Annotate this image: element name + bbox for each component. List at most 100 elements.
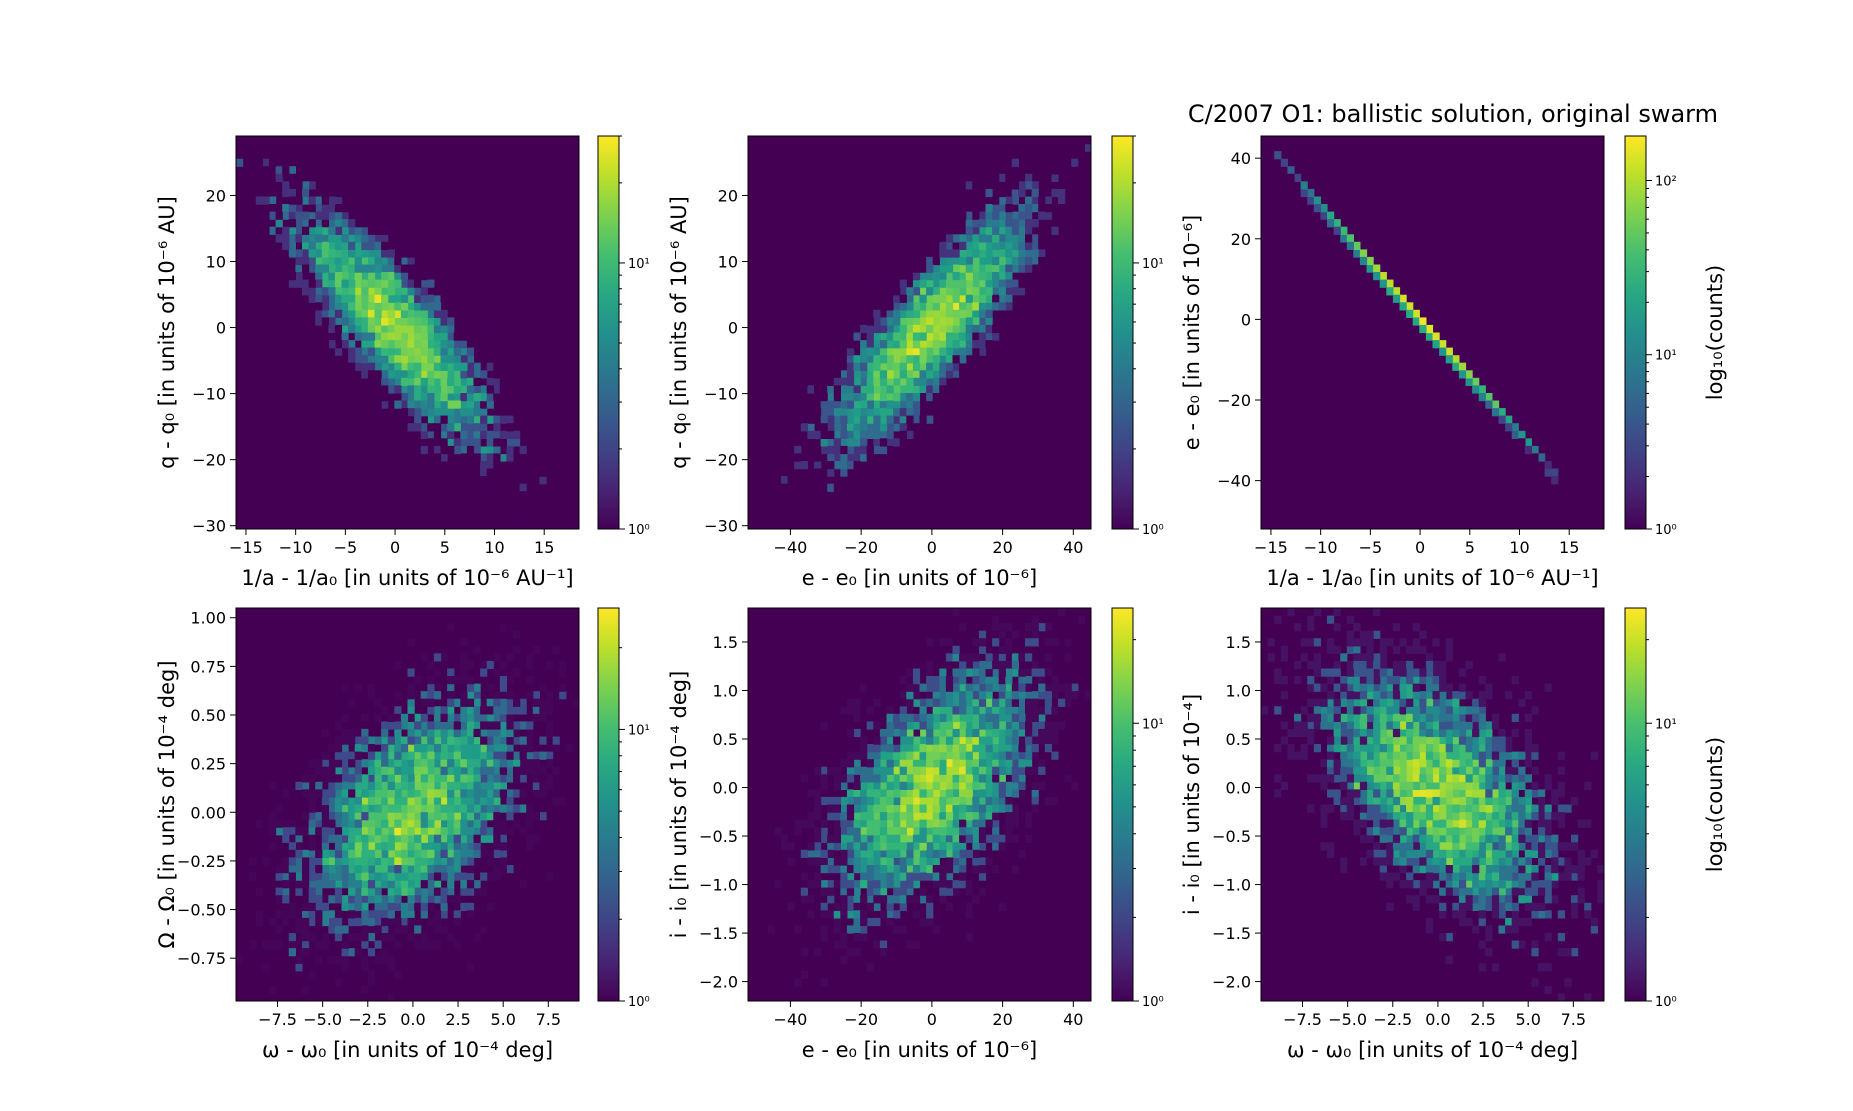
density-cell <box>1544 880 1552 889</box>
density-cell <box>1011 691 1019 700</box>
density-cell <box>414 355 422 364</box>
density-cell <box>945 819 954 828</box>
density-cell <box>912 880 921 889</box>
density-cell <box>414 842 422 851</box>
density-cell <box>1524 827 1532 836</box>
density-cell <box>381 370 389 379</box>
density-cell <box>1439 691 1447 700</box>
density-cell <box>420 751 428 760</box>
axes-frame <box>1260 135 1605 530</box>
density-cell <box>873 812 881 821</box>
density-cell <box>1425 834 1434 843</box>
density-cell <box>387 774 395 783</box>
density-cell <box>879 445 888 455</box>
density-cell <box>926 676 934 685</box>
density-cell <box>513 774 521 783</box>
density-cell <box>919 812 927 821</box>
density-cell <box>315 849 323 858</box>
density-cell <box>480 468 488 477</box>
density-cell <box>447 721 455 730</box>
density-cell <box>1412 842 1420 851</box>
y-tick-label: 1.0 <box>713 681 738 700</box>
density-cell <box>1353 766 1361 775</box>
density-cell <box>315 812 323 821</box>
density-cell <box>1412 683 1420 692</box>
density-cell <box>919 834 927 843</box>
density-cell <box>965 668 973 677</box>
density-cell <box>800 423 808 432</box>
density-cell <box>926 744 934 753</box>
density-cell <box>1465 819 1473 828</box>
density-cell <box>1031 204 1039 213</box>
density-cell <box>486 796 494 806</box>
density-cell <box>308 910 316 919</box>
density-cell <box>420 294 428 303</box>
density-cell <box>1353 706 1361 715</box>
density-cell <box>473 804 481 813</box>
density-cell <box>348 355 356 364</box>
density-cell <box>447 819 455 828</box>
density-cell <box>1359 781 1368 790</box>
density-cell <box>1320 698 1328 707</box>
density-cell <box>1478 744 1486 753</box>
density-cell <box>440 781 448 790</box>
density-cell <box>354 683 362 692</box>
density-cell <box>1478 385 1486 394</box>
density-cell <box>972 781 980 790</box>
density-cell <box>932 812 940 821</box>
density-cell <box>374 917 382 927</box>
density-cell <box>932 789 940 798</box>
density-cell <box>433 287 442 296</box>
density-cell <box>1524 751 1532 760</box>
density-cell <box>427 332 435 341</box>
density-cell <box>873 766 881 775</box>
density-cell <box>846 453 855 462</box>
density-cell <box>295 249 303 258</box>
density-cell <box>552 766 560 775</box>
density-cell <box>315 294 323 303</box>
density-cell <box>440 423 448 432</box>
density-cell <box>269 181 277 190</box>
density-cell <box>1346 796 1354 806</box>
density-cell <box>513 819 521 828</box>
density-cell <box>998 766 1006 775</box>
density-cell <box>1077 615 1085 624</box>
density-cell <box>473 781 481 790</box>
density-cell <box>833 940 841 949</box>
density-cell <box>1005 691 1013 700</box>
density-cell <box>945 865 954 874</box>
density-cell <box>275 925 283 934</box>
density-cell <box>381 355 389 364</box>
density-cell <box>899 887 907 896</box>
density-cell <box>269 917 277 927</box>
density-cell <box>926 287 934 296</box>
density-cell <box>912 857 921 866</box>
density-cell <box>1392 857 1401 866</box>
density-cell <box>932 264 940 273</box>
density-cell <box>985 211 993 220</box>
density-cell <box>827 796 835 806</box>
density-cell <box>1472 713 1480 722</box>
density-cell <box>1458 744 1467 753</box>
density-cell <box>886 796 894 806</box>
density-cell <box>1071 158 1079 167</box>
density-cell <box>906 279 914 288</box>
density-cell <box>302 812 310 821</box>
density-cell <box>1425 721 1434 730</box>
density-cell <box>374 902 382 911</box>
density-cell <box>1544 804 1552 813</box>
density-cell <box>460 691 468 700</box>
density-cell <box>1439 819 1447 828</box>
density-cell <box>400 324 409 334</box>
density-cell <box>1445 955 1453 964</box>
density-cell <box>899 385 907 394</box>
density-cell <box>893 453 901 462</box>
density-cell <box>506 676 514 685</box>
density-cell <box>879 347 888 356</box>
density-cell <box>952 272 960 281</box>
density-cell <box>1491 880 1500 889</box>
density-cell <box>1011 751 1019 760</box>
density-cell <box>414 385 422 394</box>
density-cell <box>315 249 323 258</box>
density-cell <box>552 645 560 654</box>
